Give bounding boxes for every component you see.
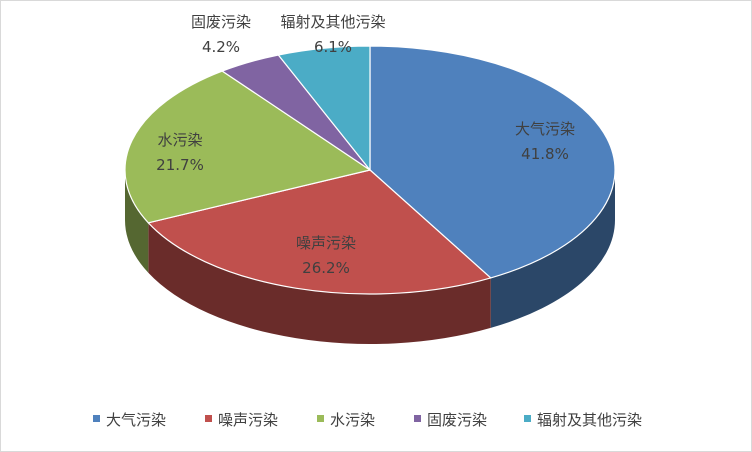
legend-item-1: 大气污染 xyxy=(106,411,166,429)
slice-5 xyxy=(277,45,371,171)
legend-swatch-1 xyxy=(93,415,100,422)
legend-item-2: 噪声污染 xyxy=(218,411,278,429)
legend-item-4: 固废污染 xyxy=(427,411,487,429)
legend-swatch-2 xyxy=(205,415,212,422)
legend-swatch-5 xyxy=(524,415,531,422)
slice-label-5: 辐射及其他污染 xyxy=(280,13,385,31)
legend-swatch-3 xyxy=(317,415,324,422)
slice-labels: 大气污染 41.8% 噪声污染 26.2% 水污染 21.7% 固废污染 4.2% 辐射及其他污… xyxy=(156,13,575,277)
slice-label-3: 水污染 xyxy=(157,131,202,149)
slice-side-2 xyxy=(148,222,491,344)
slice-label-4: 固废污染 xyxy=(191,13,251,31)
legend-item-5: 辐射及其他污染 xyxy=(537,411,642,429)
pie-sides xyxy=(125,170,615,344)
legend: 大气污染 噪声污染 水污染 固废污染 辐射及其他污染 xyxy=(93,411,642,429)
slice-value-2: 26.2% xyxy=(302,259,350,277)
pie-slices xyxy=(124,45,616,295)
legend-item-3: 水污染 xyxy=(330,411,375,429)
slice-value-5: 6.1% xyxy=(314,38,352,56)
slice-2 xyxy=(147,169,492,295)
slice-value-3: 21.7% xyxy=(156,156,204,174)
slice-label-1: 大气污染 xyxy=(515,120,575,138)
slice-value-4: 4.2% xyxy=(202,38,240,56)
slice-label-2: 噪声污染 xyxy=(296,234,356,252)
legend-swatch-4 xyxy=(414,415,421,422)
slice-value-1: 41.8% xyxy=(521,145,569,163)
slice-side-1 xyxy=(490,170,615,328)
slice-3 xyxy=(124,70,371,224)
slice-side-3 xyxy=(125,170,149,273)
slice-1 xyxy=(369,45,616,279)
